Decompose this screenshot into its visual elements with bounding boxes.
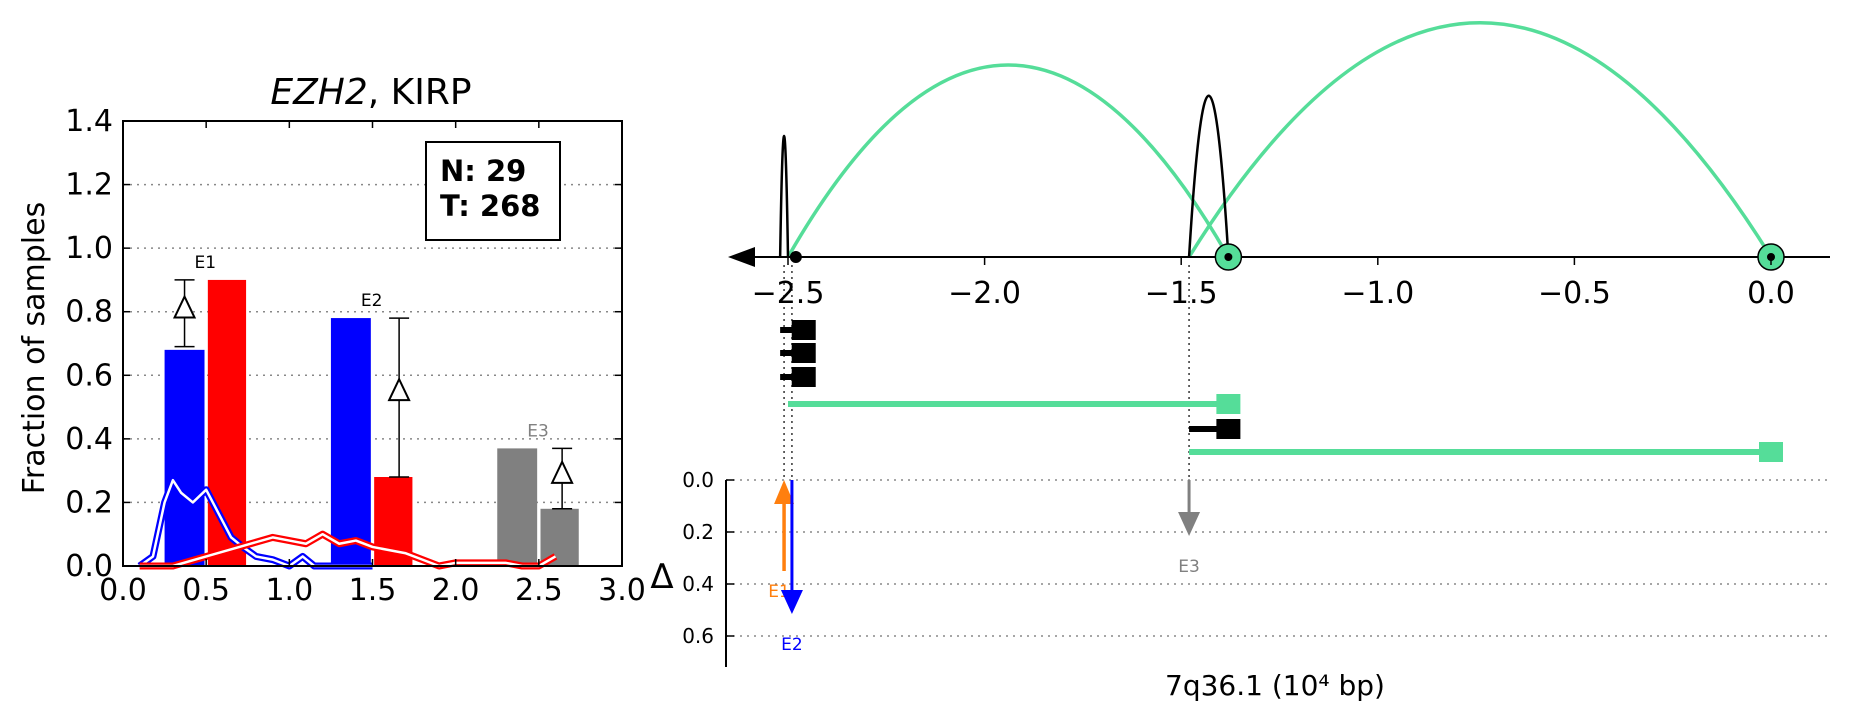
y-axis-label: Fraction of samples xyxy=(17,202,52,494)
y-tick-label: 1.2 xyxy=(65,168,113,203)
y-tick-label: 0.2 xyxy=(65,485,113,520)
x-tick-label: 1.5 xyxy=(349,573,397,608)
left-series xyxy=(137,476,558,570)
delta-marker xyxy=(550,459,574,484)
y-tick-label: 0.6 xyxy=(65,358,113,393)
delta-marker xyxy=(172,294,197,319)
delta-arrow-label: E2 xyxy=(781,635,803,655)
arc-3 xyxy=(778,135,790,258)
group-label: E2 xyxy=(361,291,383,311)
delta-arrow-head-down xyxy=(780,590,803,614)
segment-end-3 xyxy=(791,367,816,387)
delta-arrow-head-down xyxy=(1178,512,1201,536)
arc-4 xyxy=(1187,94,1230,258)
y-tick-label: 1.4 xyxy=(65,104,113,139)
series-line-inner-2 xyxy=(139,532,557,568)
series-line-inner-1 xyxy=(138,478,373,568)
left-ticks: 0.0 0.2 0.4 0.6 0.8 1.0 1.2 1.4 0.0 0.5 1.0 1.5 2.0 2… xyxy=(65,104,646,608)
x-tick-label: 0.0 xyxy=(99,573,147,608)
chart-title-rest: , KIRP xyxy=(368,72,472,113)
arcs xyxy=(778,21,1773,258)
delta-tick-label: 0.0 xyxy=(682,468,714,492)
node-center-2 xyxy=(1224,253,1233,261)
bar-e1-1 xyxy=(164,349,205,566)
delta-axis-label: Δ xyxy=(650,557,673,597)
genome-tick-label: −0.5 xyxy=(1538,276,1611,311)
genome-ticks: −2.5 −2.0 −1.5 −1.0 −0.5 0.0 xyxy=(752,257,1795,311)
chart-title: EZH2, KIRP xyxy=(270,72,471,113)
left-panel: EZH2, KIRP Fraction of samples E1 E2 E3 0.… xyxy=(17,72,646,608)
delta-marker xyxy=(387,376,411,402)
segment-end-6 xyxy=(1759,442,1783,462)
genome-tick-label: 0.0 xyxy=(1747,276,1795,311)
y-tick-label: 1.0 xyxy=(65,231,113,266)
x-tick-label: 2.0 xyxy=(432,573,480,608)
chart-title-gene: EZH2 xyxy=(270,72,367,113)
delta-tick-label: 0.6 xyxy=(682,624,714,648)
x-tick-label: 0.5 xyxy=(182,573,230,608)
x-tick-label: 3.0 xyxy=(598,573,646,608)
genome-axis-arrow xyxy=(728,247,755,267)
bar-e1-2 xyxy=(207,279,247,566)
left-bars xyxy=(164,279,579,566)
legend-box: N: 29 T: 268 xyxy=(425,141,561,241)
segment-end-4 xyxy=(1216,394,1241,414)
delta-ticks: 0.0 0.2 0.4 0.6 xyxy=(682,468,734,648)
x-axis-label: 7q36.1 (10⁴ bp) xyxy=(1165,669,1385,702)
right-panel: −2.5 −2.0 −1.5 −1.0 −0.5 0.0 0.0 0.2 0.4 0.6 Δ E… xyxy=(650,21,1830,702)
x-tick-label: 2.5 xyxy=(515,573,563,608)
genome-tick-label: −1.5 xyxy=(1145,276,1218,311)
y-tick-label: 0.8 xyxy=(65,295,113,330)
delta-tick-label: 0.4 xyxy=(682,572,714,596)
node-1 xyxy=(789,251,802,263)
genome-tick-label: −2.5 xyxy=(752,276,825,311)
arc-2 xyxy=(1187,21,1773,258)
segment-end-1 xyxy=(791,320,816,340)
segment-end-5 xyxy=(1216,419,1241,439)
legend-frame xyxy=(425,141,561,241)
arc-1 xyxy=(786,63,1230,258)
delta-tick-label: 0.2 xyxy=(682,520,714,544)
segment-end-2 xyxy=(791,343,816,363)
segments xyxy=(780,320,1783,462)
genome-tick-label: −1.0 xyxy=(1341,276,1414,311)
delta-gridlines xyxy=(726,479,1830,637)
y-tick-label: 0.0 xyxy=(65,549,113,584)
legend-t-label: T: 268 xyxy=(440,189,540,223)
left-group-labels: E1 E2 E3 xyxy=(195,253,549,441)
x-tick-label: 1.0 xyxy=(265,573,313,608)
delta-arrow-head-up xyxy=(774,480,795,504)
left-delta-markers xyxy=(172,279,574,510)
y-tick-label: 0.4 xyxy=(65,422,113,457)
group-label: E1 xyxy=(195,253,217,273)
genome-tick-label: −2.0 xyxy=(948,276,1021,311)
bar-e3-2 xyxy=(540,508,579,566)
delta-arrow-label: E3 xyxy=(1178,557,1200,577)
group-label: E3 xyxy=(527,421,549,441)
bar-e2-1 xyxy=(330,318,371,566)
bar-e3-1 xyxy=(497,448,538,566)
legend-n-label: N: 29 xyxy=(440,154,526,188)
